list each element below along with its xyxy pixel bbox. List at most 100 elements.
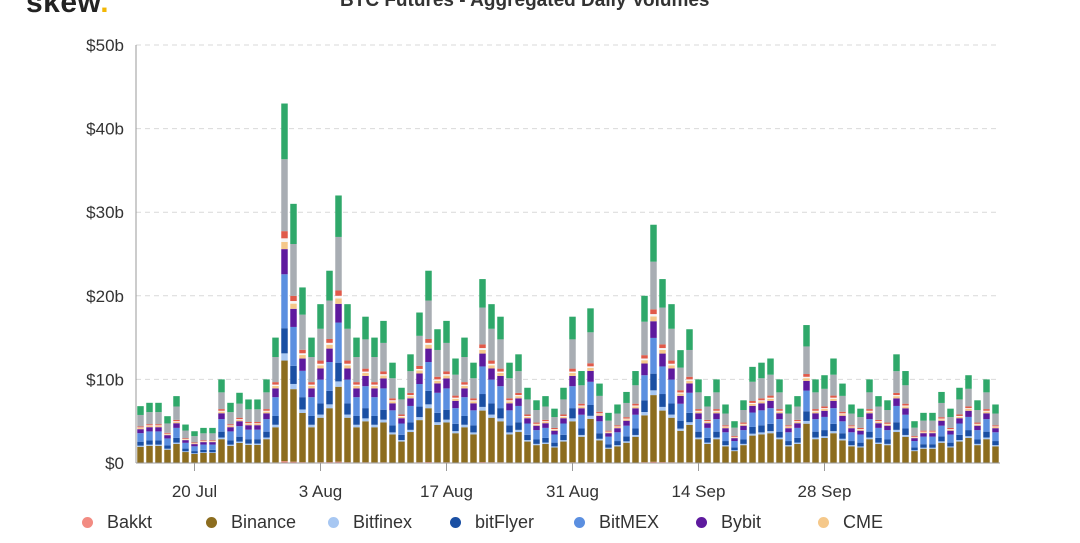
legend-item-bitflyer[interactable]: bitFlyer [450,512,574,533]
bar-segment-kraken [389,362,396,379]
bar-segment-okex [299,314,306,350]
bar-segment-bitfinex [704,442,711,444]
bar-segment-other [632,405,639,407]
bar-segment-okex [740,410,747,423]
bar-segment-huobi [560,414,567,416]
bar-segment-bitfinex [767,431,774,434]
legend-item-binance[interactable]: Binance [206,512,328,533]
bar-segment-kraken [794,396,801,407]
bar-segment-cme [254,423,261,426]
bar-segment-okex [173,406,180,420]
legend-item-bitmex[interactable]: BitMEX [574,512,696,533]
bar-segment-binance [911,451,918,463]
bar-segment-other [434,379,441,381]
legend-item-bitfinex[interactable]: Bitfinex [328,512,450,533]
bar-segment-bybit [596,415,603,422]
bar-segment-huobi [254,422,261,424]
bar-segment-okex [317,328,324,361]
bar-segment-bitmex [515,405,522,423]
legend-item-bybit[interactable]: Bybit [696,512,818,533]
bar-segment-binance [344,417,351,463]
bar-segment-cme [821,409,828,411]
bar-segment-cme [614,427,621,429]
bar-segment-bitfinex [254,443,261,445]
bar-segment-huobi [200,440,207,442]
bar-segment-bitmex [290,326,297,366]
bar-segment-kraken [551,408,558,418]
bar-segment-huobi [416,365,423,369]
bar-segment-bitfinex [335,381,342,387]
bar-segment-kraken [587,308,594,333]
bar-segment-bitfinex [623,441,630,443]
bar-segment-bybit [713,413,720,420]
bar-segment-huobi [839,411,846,414]
bar-segment-bitfinex [983,437,990,440]
bar-segment-binance [659,410,666,463]
bar-segment-cme [794,421,801,424]
bar-stack [659,279,666,463]
bar-segment-kraken [767,358,774,375]
bar-segment-binance [920,448,927,463]
bar-segment-bitfinex [353,424,360,428]
bar-segment-okex [614,413,621,426]
bar-segment-huobi [731,436,738,437]
bar-segment-kraken [614,404,621,414]
bar-segment-bitmex [749,412,756,427]
bar-segment-bitfinex [200,452,207,453]
bar-segment-okex [884,410,891,423]
bar-segment-bitfinex [470,432,477,435]
bar-segment-kraken [182,424,189,431]
bar-segment-bitfinex [776,437,783,440]
bar-segment-bitmex [740,430,747,440]
bar-segment-cme [164,434,171,436]
bar-segment-bybit [893,398,900,406]
legend-item-cme[interactable]: CME [818,512,938,533]
bar-segment-bitflyer [749,426,756,434]
bar-segment-kraken [677,350,684,368]
bar-stack [560,387,567,463]
bar-segment-cme [479,349,486,354]
bar-segment-cme [425,344,432,349]
bar-segment-binance [812,439,819,463]
bar-segment-bitmex [839,421,846,434]
bar-segment-bybit [884,425,891,431]
bar-segment-cme [605,432,612,434]
bar-segment-binance [407,432,414,463]
bar-stack [785,404,792,463]
bar-segment-okex [209,433,216,441]
bar-segment-huobi [308,382,315,385]
bar-segment-binance [866,439,873,463]
bar-segment-binance [821,437,828,463]
bar-segment-other [974,423,981,425]
bar-segment-okex [452,374,459,396]
bar-segment-bitfinex [452,431,459,434]
bar-segment-binance [479,410,486,463]
bar-segment-huobi [272,382,279,385]
bar-segment-binance [254,444,261,463]
bar-segment-cme [749,403,756,406]
bar-segment-binance [389,434,396,463]
bar-segment-binance [974,445,981,463]
bar-segment-bybit [137,429,144,434]
bar-segment-binance [209,452,216,463]
bar-segment-cme [758,401,765,404]
bar-segment-kraken [191,431,198,437]
bar-stack [362,316,369,463]
bar-segment-bitmex [137,433,144,442]
y-tick-label: $40b [86,120,124,139]
bar-stack [740,400,747,463]
bar-segment-binance [335,386,342,462]
bar-stack [272,337,279,463]
bar-segment-bybit [254,425,261,430]
bar-segment-cme [650,316,657,322]
bar-segment-other [254,423,261,424]
bar-segment-bitfinex [650,390,657,396]
bar-segment-binance [164,449,171,463]
bar-segment-huobi [812,409,819,411]
bar-segment-cme [686,380,693,384]
bar-segment-huobi [956,414,963,416]
bar-segment-bitflyer [578,428,585,435]
bar-stack [326,270,333,463]
legend-item-bakkt[interactable]: Bakkt [82,512,206,533]
bar-segment-cme [659,349,666,354]
